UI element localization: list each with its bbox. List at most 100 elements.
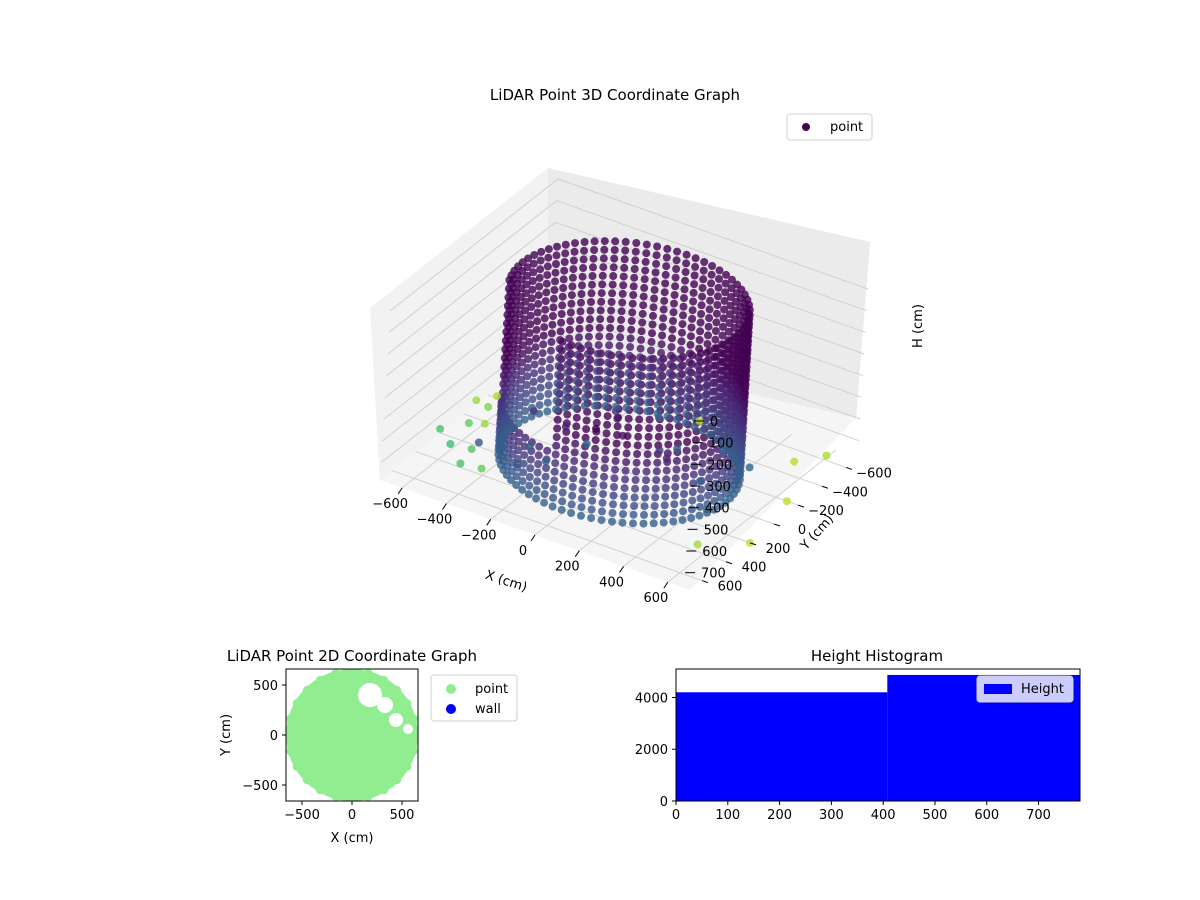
point-3d [522, 289, 531, 298]
point-3d [603, 412, 612, 421]
point-3d [521, 433, 530, 442]
point-2d [407, 746, 418, 757]
x-tick-label-histogram: 300 [819, 808, 844, 823]
point-3d [622, 458, 631, 467]
y-tick-label-3d: 0 [798, 523, 806, 538]
point-3d [630, 273, 639, 282]
point-3d [605, 341, 614, 350]
point-3d [721, 279, 730, 288]
point-3d [573, 359, 582, 368]
point-3d [547, 329, 556, 338]
point-3d [552, 433, 561, 442]
point-3d [722, 270, 731, 279]
point-3d [558, 301, 567, 310]
point-3d [644, 389, 653, 398]
point-3d [702, 505, 711, 514]
point-3d [570, 448, 579, 457]
point-3d [717, 357, 725, 366]
point-3d [578, 272, 587, 281]
point-3d [622, 403, 631, 412]
point-3d [697, 485, 705, 494]
point-3d [612, 402, 620, 411]
point-2d [407, 713, 418, 724]
x-tick-3d [663, 581, 669, 589]
point-3d [534, 460, 543, 468]
point-3d [572, 413, 581, 422]
point-2d [401, 761, 412, 772]
point-3d [633, 441, 642, 450]
point-3d [548, 312, 557, 320]
point-3d [699, 275, 708, 284]
point-3d [527, 303, 536, 311]
point-3d [683, 429, 692, 438]
point-3d [520, 451, 529, 460]
point-3d [541, 481, 550, 490]
point-3d [595, 323, 604, 332]
point-3d [591, 393, 600, 402]
point-3d [542, 464, 551, 472]
point-3d [621, 466, 630, 475]
point-3d [609, 491, 618, 500]
x-tick-label-2d: −500 [284, 808, 320, 823]
point-3d [681, 268, 690, 277]
point-3d [543, 271, 552, 280]
point-3d [519, 459, 528, 468]
point-3d [621, 475, 630, 484]
point-3d [593, 410, 602, 419]
point-3d [532, 334, 541, 343]
point-3d [687, 505, 696, 514]
point-3d [649, 519, 658, 528]
point-3d [680, 294, 688, 303]
point-3d [705, 431, 714, 439]
point-3d [672, 456, 681, 465]
point-3d [613, 414, 622, 423]
point-3d [645, 372, 654, 381]
point-3d [652, 467, 661, 476]
point-3d [532, 494, 541, 503]
point-3d [684, 384, 692, 393]
point-3d [554, 362, 563, 370]
point-3d [564, 351, 573, 360]
point-3d [654, 432, 663, 441]
point-3d [543, 262, 552, 271]
point-3d [652, 251, 661, 260]
y-tick-label-histogram: 2000 [635, 743, 668, 758]
y-tick-3d [845, 466, 853, 470]
point-3d [685, 358, 694, 367]
point-3d [679, 507, 687, 516]
point-3d [596, 315, 605, 324]
point-3d [610, 254, 619, 263]
point-3d [578, 281, 586, 290]
point-3d [555, 353, 564, 362]
point-3d [567, 509, 576, 517]
point-3d [685, 366, 693, 375]
point-3d [525, 473, 534, 481]
point-3d [670, 299, 678, 308]
point-3d [527, 412, 536, 421]
point-3d [523, 263, 532, 272]
point-3d [608, 509, 617, 517]
point-3d [577, 503, 586, 512]
point-3d [636, 344, 645, 353]
point-3d [678, 328, 686, 337]
point-3d [631, 476, 640, 484]
point-3d [705, 314, 714, 322]
point-3d [626, 334, 635, 343]
point-3d [745, 463, 754, 472]
z-ticks-3d: 0 100 200 300 400 500 600 700 [685, 415, 734, 582]
point-3d [669, 508, 678, 517]
point-3d [568, 483, 577, 491]
chart-3d-title: LiDAR Point 3D Coordinate Graph [490, 86, 740, 104]
y-tick-label-3d: 600 [718, 580, 743, 595]
point-3d [707, 279, 716, 288]
empty-region [403, 724, 413, 734]
point-3d [536, 256, 545, 265]
point-3d [553, 424, 562, 433]
point-3d [514, 410, 523, 419]
point-3d [560, 266, 569, 275]
point-3d [624, 369, 633, 377]
point-3d [663, 412, 672, 421]
point-3d [577, 511, 585, 520]
point-3d [654, 413, 663, 422]
point-3d [642, 240, 651, 249]
